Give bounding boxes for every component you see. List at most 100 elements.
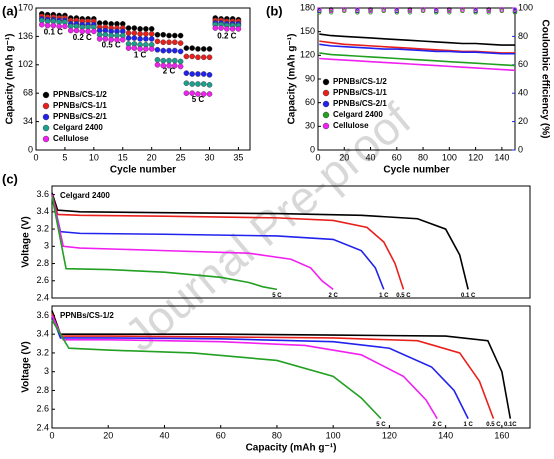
y-tick-label: 2.4 <box>36 292 49 302</box>
x-tick-label: 20 <box>147 152 157 162</box>
data-point <box>183 80 190 86</box>
x-tick-label: 20 <box>339 152 349 162</box>
data-point <box>137 26 143 32</box>
data-point <box>154 31 161 38</box>
data-point <box>131 25 138 31</box>
y-tick-label: 170 <box>18 2 33 12</box>
panel-label: (c) <box>2 171 18 186</box>
efficiency-point <box>434 7 439 12</box>
x-tick-label: 100 <box>326 430 341 440</box>
data-point <box>189 71 195 77</box>
data-point <box>189 53 195 60</box>
data-point <box>206 46 213 52</box>
y-tick-label: 3.4 <box>36 206 49 216</box>
data-point <box>154 46 161 53</box>
data-point <box>143 31 149 37</box>
data-point <box>206 54 213 61</box>
x-tick-label: 5 <box>62 152 67 162</box>
data-point <box>154 56 161 63</box>
x-tick-label: 120 <box>382 430 397 440</box>
curve-label: 2 C <box>433 422 443 428</box>
x-tick-label: 10 <box>89 152 99 162</box>
data-point <box>137 31 143 37</box>
efficiency-point <box>499 7 505 12</box>
legend-label: Celgard 2400 <box>333 110 383 119</box>
data-point <box>218 25 224 31</box>
plot-frame <box>35 7 251 151</box>
data-point <box>166 47 172 54</box>
efficiency-point <box>317 8 322 14</box>
efficiency-point <box>512 10 518 15</box>
data-point <box>38 21 45 28</box>
x-tick-label: 80 <box>272 430 282 440</box>
curve-label: 2 C <box>329 293 339 299</box>
efficiency-point <box>394 10 399 15</box>
y2-tick-label: 0 <box>518 144 523 154</box>
efficiency-point <box>381 8 386 14</box>
data-point <box>177 32 184 39</box>
efficiency-point <box>512 8 518 14</box>
data-line <box>51 315 438 420</box>
data-point <box>56 23 62 30</box>
data-point <box>67 27 74 34</box>
x-tick-label: 40 <box>366 152 376 162</box>
data-point <box>125 25 132 31</box>
data-point <box>131 35 138 41</box>
x-tick-label: 25 <box>176 152 186 162</box>
curve-label: 0.5 C <box>396 293 411 299</box>
data-point <box>125 30 132 36</box>
data-point <box>160 47 167 54</box>
efficiency-point <box>447 10 452 15</box>
efficiency-point <box>368 8 373 14</box>
panel-title: PPNBs/CS-1/2 <box>60 311 114 320</box>
data-point <box>73 27 80 34</box>
data-point <box>154 62 161 68</box>
plot-frame <box>51 305 531 429</box>
legend-label: Cellulose <box>53 134 89 143</box>
data-point <box>172 57 178 64</box>
data-point <box>206 72 213 78</box>
curve-label: 1 C <box>463 422 473 428</box>
efficiency-point <box>342 7 347 12</box>
efficiency-point <box>486 10 491 15</box>
annotation: 0.2 C <box>73 33 92 42</box>
y2-tick-label: 80 <box>518 31 528 41</box>
data-point <box>108 36 114 43</box>
efficiency-point <box>342 8 347 14</box>
x-tick-label: 160 <box>494 430 509 440</box>
efficiency-point <box>447 7 452 12</box>
x-tick-label: 0 <box>49 430 54 440</box>
data-point <box>50 22 57 29</box>
data-line <box>319 57 516 72</box>
data-point <box>195 54 201 61</box>
efficiency-point <box>328 8 334 14</box>
efficiency-point <box>486 7 491 12</box>
data-point <box>183 90 190 96</box>
data-point <box>96 36 103 42</box>
x-tick-label: 30 <box>205 152 215 162</box>
data-point <box>200 81 207 87</box>
data-point <box>148 36 155 42</box>
x-axis-label: Capacity (mAh g⁻¹) <box>246 443 337 454</box>
y-tick-label: 3.2 <box>36 347 49 357</box>
data-point <box>177 58 184 65</box>
efficiency-point <box>473 7 478 12</box>
legend-marker <box>322 111 330 119</box>
x-tick-label: 60 <box>392 152 402 162</box>
annotation: 0.1 C <box>44 27 63 36</box>
data-point <box>200 54 207 61</box>
y-tick-label: 120 <box>300 50 315 60</box>
annotation: 0.2 C <box>217 32 236 41</box>
data-point <box>91 28 97 35</box>
y2-tick-label: 40 <box>518 88 528 98</box>
efficiency-point <box>473 10 478 15</box>
data-point <box>137 46 143 52</box>
curve-label: 0.1C <box>504 422 517 428</box>
data-point <box>160 31 167 38</box>
legend-marker <box>42 124 50 132</box>
y-tick-label: 0 <box>28 144 33 154</box>
legend-label: Cellulose <box>333 121 369 130</box>
annotation: 1 C <box>134 51 147 60</box>
data-point <box>195 91 201 97</box>
